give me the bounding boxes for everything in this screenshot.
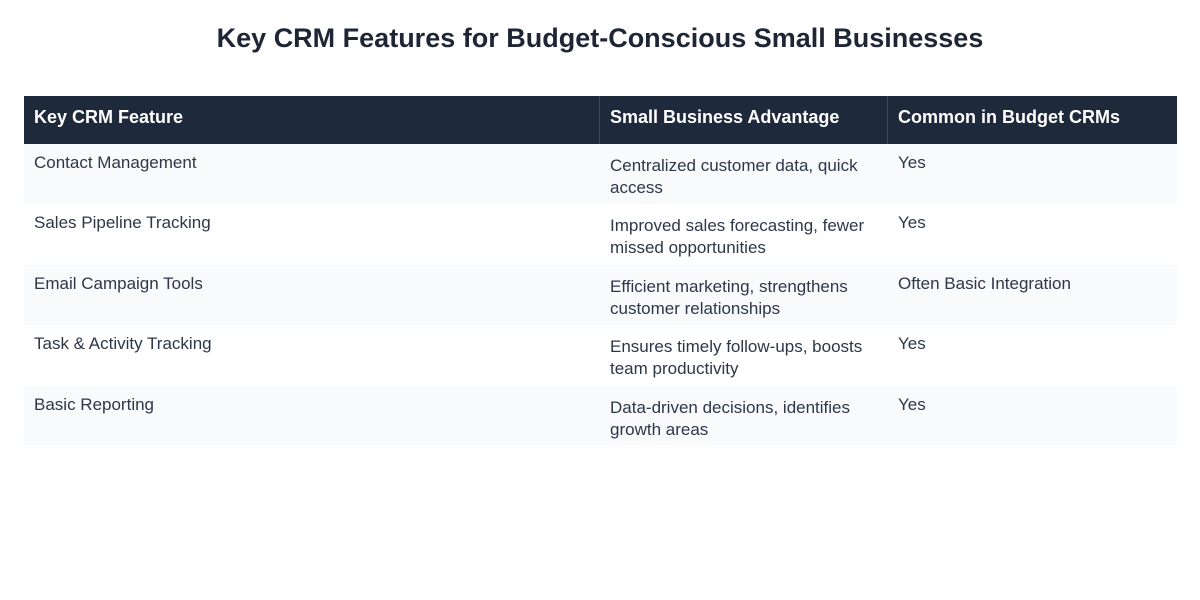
common-cell: Often Basic Integration	[898, 274, 1071, 293]
advantage-cell: Centralized customer data, quick access	[610, 156, 858, 197]
feature-cell: Basic Reporting	[34, 395, 155, 414]
common-cell: Yes	[898, 395, 926, 414]
advantage-cell: Ensures timely follow-ups, boosts team p…	[610, 337, 863, 378]
common-cell: Yes	[898, 334, 926, 353]
table-row: Email Campaign Tools Efficient marketing…	[24, 265, 1177, 325]
column-header-advantage: Small Business Advantage	[600, 96, 888, 144]
feature-cell: Contact Management	[34, 153, 197, 172]
advantage-cell: Data-driven decisions, identifies growth…	[610, 398, 851, 439]
table-row: Contact Management Centralized customer …	[24, 144, 1177, 204]
column-header-feature: Key CRM Feature	[24, 96, 600, 144]
features-table: Key CRM Feature Small Business Advantage…	[24, 96, 1177, 445]
page-title: Key CRM Features for Budget-Conscious Sm…	[216, 23, 984, 53]
advantage-cell: Efficient marketing, strengthens custome…	[610, 277, 848, 318]
table-row: Sales Pipeline Tracking Improved sales f…	[24, 204, 1177, 265]
table-header-row: Key CRM Feature Small Business Advantage…	[24, 96, 1177, 144]
advantage-cell: Improved sales forecasting, fewer missed…	[610, 216, 865, 257]
feature-cell: Task & Activity Tracking	[34, 334, 212, 353]
table-row: Task & Activity Tracking Ensures timely …	[24, 325, 1177, 386]
column-header-common: Common in Budget CRMs	[898, 107, 1120, 127]
common-cell: Yes	[898, 153, 926, 172]
common-cell: Yes	[898, 213, 926, 232]
table-row: Basic Reporting Data-driven decisions, i…	[24, 386, 1177, 445]
feature-cell: Email Campaign Tools	[34, 274, 203, 293]
feature-cell: Sales Pipeline Tracking	[34, 213, 211, 232]
